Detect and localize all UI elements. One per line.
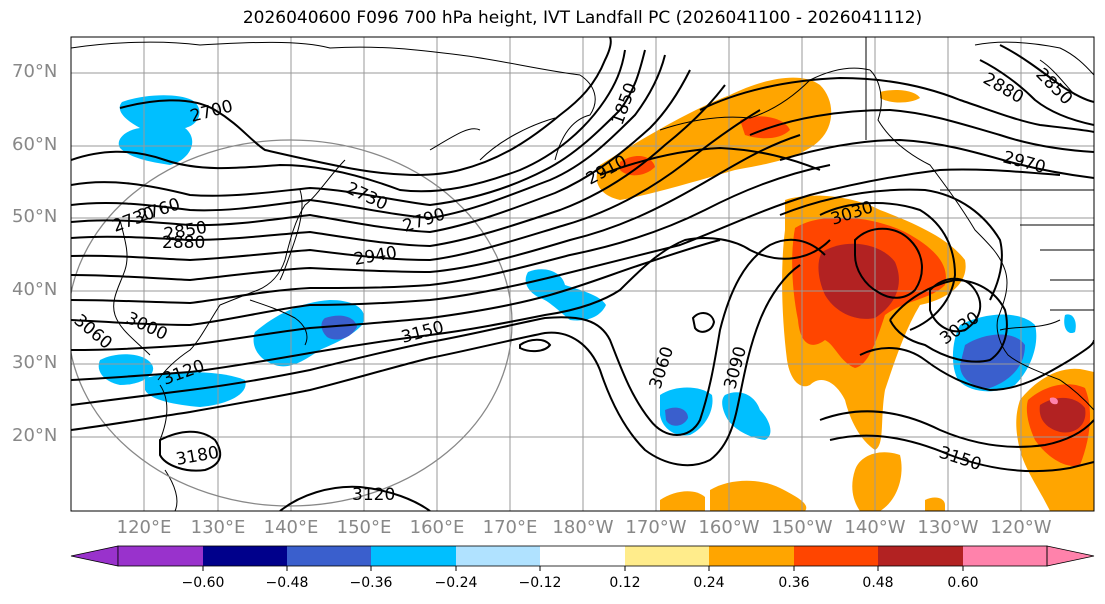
lon-label: 150°W (771, 517, 833, 538)
colorbar-bin (118, 546, 203, 566)
map-frame (70, 36, 1095, 512)
lat-label: 50°N (12, 206, 58, 227)
colorbar-bin (287, 546, 371, 566)
lon-label: 140°W (844, 517, 906, 538)
lat-label: 20°N (12, 425, 58, 446)
colorbar-bin (794, 546, 878, 566)
colorbar-tick-label: 0.36 (778, 575, 810, 591)
colorbar-tick-label: 0.12 (609, 575, 641, 591)
lon-label: 170°E (482, 517, 538, 538)
lat-label: 40°N (12, 279, 58, 300)
colorbar-tick-label: −0.12 (518, 575, 562, 591)
colorbar-tick-label: −0.48 (265, 575, 309, 591)
lat-label: 30°N (12, 352, 58, 373)
colorbar-extend-min (70, 545, 119, 567)
contour-label: 3120 (352, 485, 395, 505)
colorbar-bin (371, 546, 456, 566)
coastlines (71, 37, 1094, 511)
lon-label: 130°W (917, 517, 979, 538)
colorbar-tick-label: 0.48 (862, 575, 894, 591)
ivt-negative-shading (98, 95, 1076, 440)
colorbar-bin (709, 546, 794, 566)
lon-label: 160°E (409, 517, 465, 538)
height-contours (71, 37, 1094, 511)
colorbar-tick-label: 0.24 (693, 575, 725, 591)
colorbar-bin (203, 546, 287, 566)
colorbar (70, 545, 1095, 571)
colorbar-tick-label: −0.36 (349, 575, 393, 591)
colorbar-bin (625, 546, 709, 566)
colorbar-bin (963, 546, 1047, 566)
map-title: 2026040600 F096 700 hPa height, IVT Land… (242, 8, 923, 28)
colorbar-tick-label: 0.60 (947, 575, 979, 591)
colorbar-bin (540, 546, 625, 566)
lon-label: 140°E (263, 517, 319, 538)
colorbar-bin (456, 546, 540, 566)
lon-label: 130°E (190, 517, 246, 538)
colorbar-tick-label: −0.24 (434, 575, 478, 591)
lon-label: 160°W (698, 517, 760, 538)
contour-label: 2880 (162, 233, 205, 253)
radius-circle (71, 139, 513, 507)
lon-label: 120°E (116, 517, 172, 538)
lon-label: 120°W (990, 517, 1052, 538)
lon-label: 150°E (336, 517, 392, 538)
colorbar-tick-label: −0.60 (181, 575, 225, 591)
lat-label: 70°N (12, 61, 58, 82)
colorbar-extend-max (1046, 545, 1095, 567)
lon-label: 170°W (625, 517, 687, 538)
lon-label: 180°W (552, 517, 614, 538)
colorbar-bin (878, 546, 963, 566)
lat-label: 60°N (12, 134, 58, 155)
